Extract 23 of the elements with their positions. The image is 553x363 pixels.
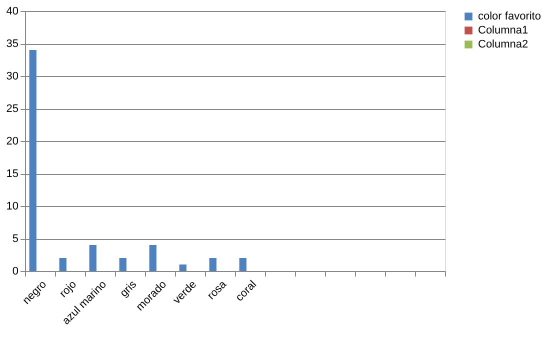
bar [29,50,36,271]
bar [89,245,96,271]
x-tick-label: gris [118,278,140,300]
y-tick-label: 40 [6,6,18,18]
x-tick-label: rojo [58,278,79,300]
y-tick-label: 0 [12,266,18,278]
y-tick-label: 25 [6,103,18,115]
bar [209,258,216,271]
bar [239,258,246,271]
y-tick-label: 35 [6,38,18,50]
legend-label: Columna2 [478,38,528,50]
y-tick-label: 30 [6,70,18,82]
y-tick-label: 5 [12,233,18,245]
y-tick-label: 15 [6,168,18,180]
legend-label: Columna1 [478,24,528,36]
x-tick-label: rosa [205,278,230,302]
y-tick-label: 10 [6,200,18,212]
bar [59,258,66,271]
y-tick-label: 20 [6,136,18,148]
legend-label: color favorito [478,10,541,22]
bar [179,264,186,271]
bar [119,258,126,271]
bar [149,245,156,271]
